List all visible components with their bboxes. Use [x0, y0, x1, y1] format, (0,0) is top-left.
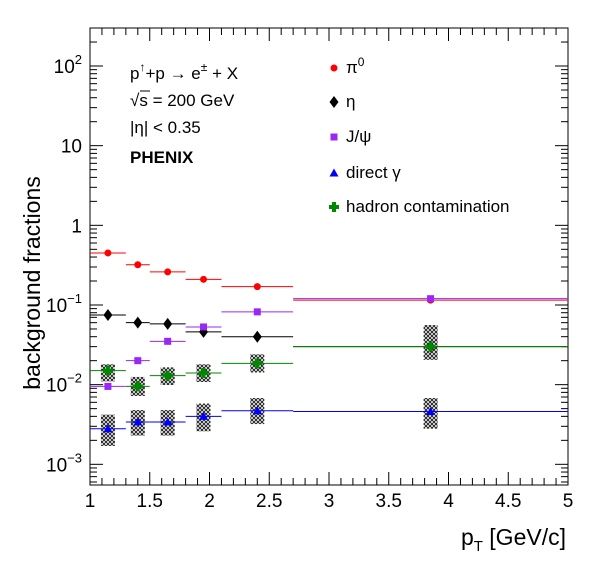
- data-markers: [102, 249, 436, 433]
- x-tick-label: 3: [324, 491, 335, 512]
- energy-label: √s = 200 GeV: [130, 90, 235, 110]
- marker-cross: [102, 365, 113, 376]
- x-tick-label: 1.5: [137, 491, 163, 512]
- marker-triangle: [199, 411, 209, 420]
- marker-cross: [132, 381, 143, 392]
- marker-triangle: [252, 406, 262, 415]
- reaction-part2: +p → e: [145, 64, 200, 83]
- y-axis-title: background fractions: [19, 176, 45, 390]
- reaction-part1: p: [130, 64, 139, 83]
- y-tick-label: 102: [54, 52, 82, 78]
- reaction-arrow-up: ↑: [139, 60, 145, 74]
- energy-value: s = 200 GeV: [139, 91, 235, 110]
- marker-square: [253, 308, 261, 316]
- legend-label: direct γ: [346, 163, 401, 182]
- legend-label-main: J/ψ: [346, 127, 371, 146]
- marker-square: [330, 133, 338, 141]
- y-tick-base: 10: [46, 376, 67, 397]
- reaction-part3: + X: [207, 64, 238, 83]
- marker-diamond: [252, 330, 262, 343]
- y-tick-base: 10: [54, 57, 75, 78]
- marker-triangle: [133, 417, 143, 426]
- x-tick-label: 4: [443, 491, 454, 512]
- y-tick-label: 1: [71, 216, 82, 237]
- marker-square: [104, 382, 112, 390]
- sqrt-symbol: √: [130, 91, 140, 110]
- y-tick-exponent: −2: [67, 371, 82, 386]
- y-tick-base: 10: [61, 137, 82, 158]
- marker-circle: [253, 283, 261, 291]
- legend-label: hadron contamination: [346, 197, 510, 216]
- x-axis-title-main: p: [461, 524, 474, 550]
- y-tick-base: 10: [46, 296, 67, 317]
- x-axis-title-sub: T: [474, 538, 483, 555]
- x-tick-label: 4.5: [495, 491, 521, 512]
- marker-circle: [330, 64, 338, 72]
- marker-triangle: [329, 168, 339, 177]
- reaction-label: p↑+p → e± + X: [130, 60, 238, 83]
- marker-square: [427, 295, 435, 303]
- legend-label-main: η: [346, 92, 355, 111]
- eta-cut-label: |η| < 0.35: [130, 118, 201, 137]
- x-tick-label: 1: [85, 491, 96, 512]
- y-tick-base: 1: [71, 216, 82, 237]
- marker-triangle: [426, 407, 436, 416]
- marker-square: [164, 337, 172, 345]
- y-tick-label: 10−2: [46, 371, 82, 397]
- error-bands: [100, 325, 438, 446]
- y-tick-exponent: −3: [67, 450, 82, 465]
- marker-square: [200, 323, 208, 331]
- marker-triangle: [163, 417, 173, 426]
- reaction-charge: ±: [201, 60, 208, 74]
- marker-square: [134, 357, 142, 365]
- x-tick-label: 2: [204, 491, 215, 512]
- marker-circle: [134, 261, 142, 269]
- legend-label-sup: 0: [358, 55, 365, 69]
- marker-triangle: [103, 424, 113, 433]
- bin-lines: [90, 252, 568, 430]
- marker-circle: [164, 268, 172, 276]
- y-tick-label: 10−3: [46, 450, 82, 476]
- y-tick-label: 10−1: [46, 291, 82, 317]
- y-tick-base: 10: [46, 455, 67, 476]
- x-tick-label: 3.5: [376, 491, 402, 512]
- legend-label: J/ψ: [346, 127, 371, 146]
- legend: π0 η J/ψ direct γ hadron contamination: [329, 55, 510, 216]
- marker-cross: [198, 368, 209, 379]
- marker-diamond: [163, 317, 173, 330]
- marker-circle: [200, 275, 208, 283]
- marker-diamond: [133, 316, 143, 329]
- marker-cross: [425, 341, 436, 352]
- y-tick-exponent: −1: [67, 291, 82, 306]
- y-tick-label: 10: [61, 137, 82, 158]
- legend-label-main: hadron contamination: [346, 197, 510, 216]
- legend-label-main: direct γ: [346, 163, 401, 182]
- marker-diamond: [329, 96, 339, 108]
- marker-circle: [104, 249, 112, 257]
- x-axis-title-rest: [GeV/c]: [483, 524, 566, 550]
- y-tick-exponent: 2: [75, 52, 82, 67]
- legend-label: π0: [346, 55, 365, 77]
- x-axis-title: pT [GeV/c]: [461, 524, 566, 555]
- marker-diamond: [103, 308, 113, 321]
- x-tick-label: 2.5: [256, 491, 282, 512]
- marker-cross: [162, 370, 173, 381]
- energy-text: √s = 200 GeV: [130, 91, 235, 110]
- legend-label-main: π: [346, 58, 358, 77]
- legend-label: η: [346, 92, 355, 111]
- x-tick-label: 5: [563, 491, 574, 512]
- marker-cross: [329, 202, 339, 212]
- marker-cross: [252, 358, 263, 369]
- experiment-label: PHENIX: [130, 148, 194, 167]
